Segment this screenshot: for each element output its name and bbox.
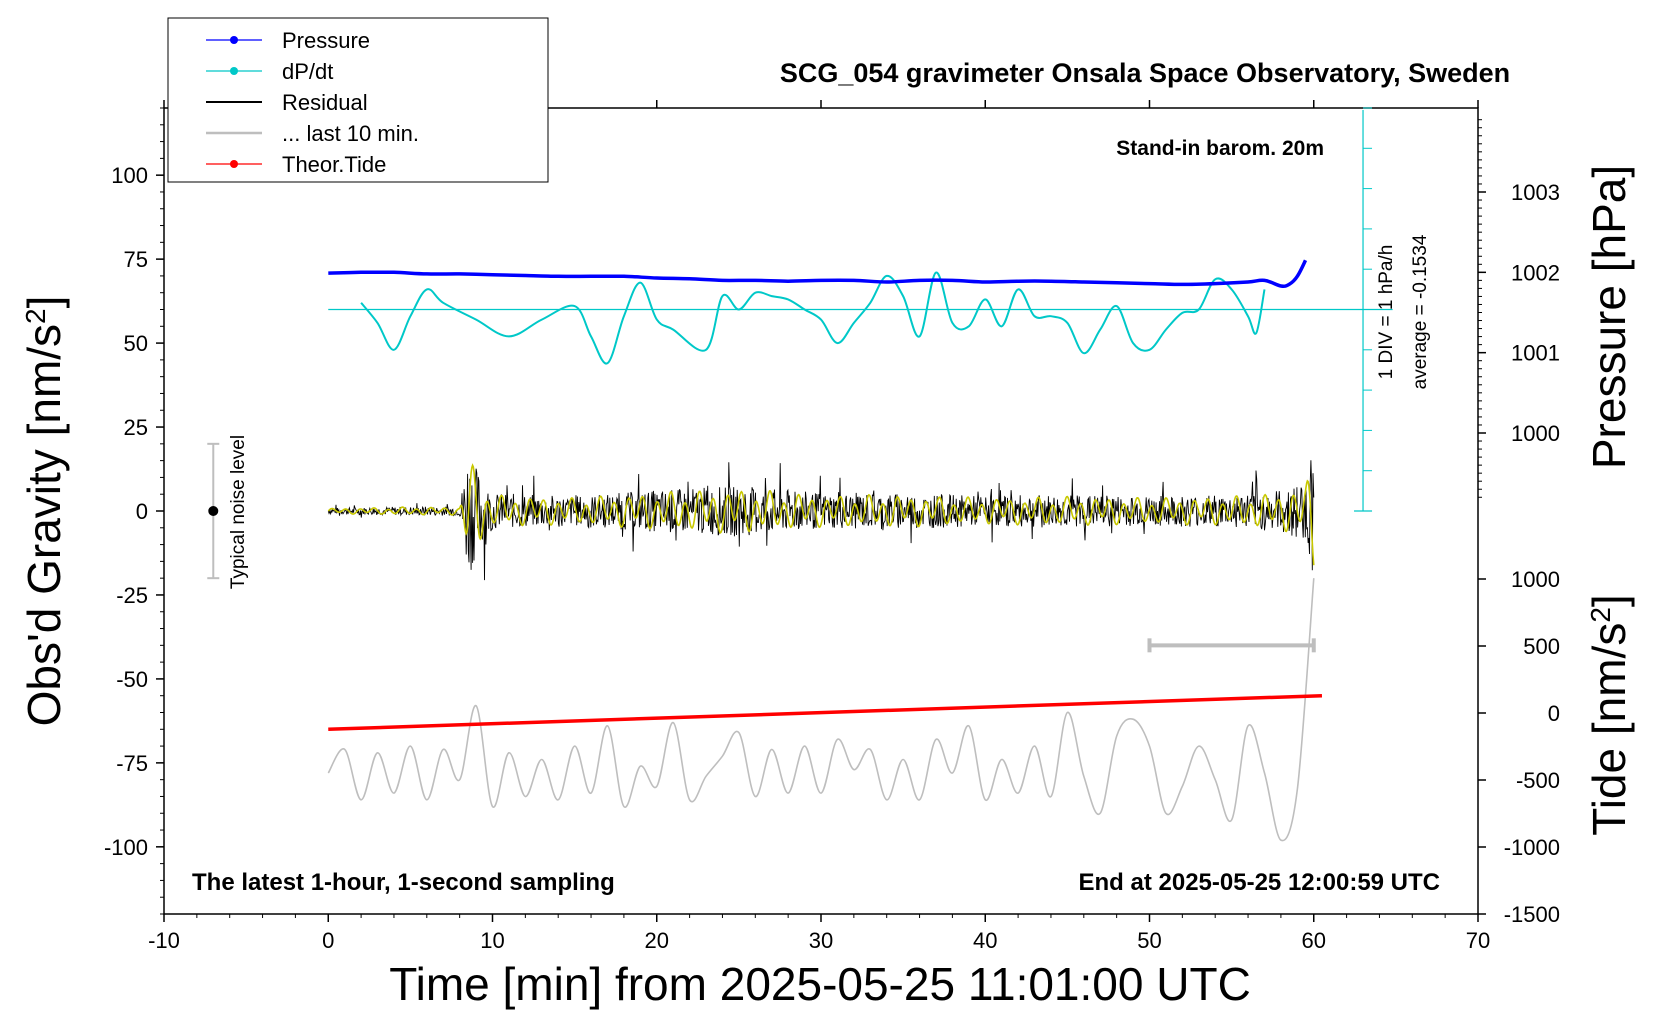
legend-marker xyxy=(230,36,238,44)
y-tick-label-left: -75 xyxy=(116,751,148,776)
y-tick-label-left: 25 xyxy=(124,415,148,440)
x-tick-label: 70 xyxy=(1466,928,1490,953)
y-tick-label-left: -100 xyxy=(104,835,148,860)
y-tick-label-tide: -1000 xyxy=(1504,835,1560,860)
y-tick-label-tide: 500 xyxy=(1523,634,1560,659)
y-tick-label-left: 0 xyxy=(136,499,148,524)
legend: Pressure dP/dt Residual ... last 10 min. The… xyxy=(167,17,549,183)
y-tick-label-pressure: 1001 xyxy=(1511,341,1560,366)
barometer-note: Stand-in barom. 20m xyxy=(1116,137,1324,160)
axis-ticks: -10 0 10 20 30 40 50 60 701007550250-25-50-75-10… xyxy=(104,100,1560,953)
series-layer xyxy=(207,107,1393,842)
y-tick-label-left: 50 xyxy=(124,331,148,356)
y-axis-label-tide-sup: 2 xyxy=(1585,607,1616,623)
x-tick-label: 20 xyxy=(645,928,669,953)
legend-marker xyxy=(230,67,238,75)
y-tick-label-pressure: 1003 xyxy=(1511,180,1560,205)
legend-label: ... last 10 min. xyxy=(282,121,419,146)
y-tick-label-pressure: 1000 xyxy=(1511,421,1560,446)
noise-level-label: Typical noise level xyxy=(228,435,249,589)
y-tick-label-left: 75 xyxy=(124,247,148,272)
x-tick-label: 60 xyxy=(1302,928,1326,953)
end-time-note: End at 2025-05-25 12:00:59 UTC xyxy=(1079,869,1441,896)
series-tide-line xyxy=(328,693,1323,732)
y-tick-label-tide: 0 xyxy=(1548,701,1560,726)
y-axis-label-pressure: Pressure [hPa] xyxy=(1583,165,1635,469)
legend-box xyxy=(167,17,549,183)
x-tick-label: 50 xyxy=(1137,928,1161,953)
noise-level-dot xyxy=(208,506,219,516)
y-axis-label-tide: Tide [nm/s2] xyxy=(1583,594,1635,835)
x-tick-label: 10 xyxy=(480,928,504,953)
legend-label: Pressure xyxy=(282,28,370,53)
legend-items: Pressure dP/dt Residual ... last 10 min. The… xyxy=(206,28,419,177)
y-axis-label-left-main: Obs'd Gravity [nm/s xyxy=(18,324,70,726)
y-axis-label-left-sup: 2 xyxy=(20,308,51,324)
x-tick-label: 0 xyxy=(322,928,334,953)
series-dpdt-line xyxy=(360,271,1266,365)
legend-label: Theor.Tide xyxy=(282,152,386,177)
y-axis-label-left-end: ] xyxy=(18,296,70,309)
x-tick-label: 30 xyxy=(809,928,833,953)
series-last10-line xyxy=(327,578,1315,842)
dpdt-div-label: 1 DIV = 1 hPa/h xyxy=(1376,245,1397,380)
series-residual-line xyxy=(327,460,1315,581)
y-axis-label-left: Obs'd Gravity [nm/s2] xyxy=(18,296,70,727)
dpdt-average-label: average = -0.1534 xyxy=(1410,234,1431,389)
y-tick-label-pressure: 1002 xyxy=(1511,260,1560,285)
y-tick-label-left: -25 xyxy=(116,583,148,608)
y-tick-label-tide: -500 xyxy=(1516,768,1560,793)
y-axis-label-tide-main: Tide [nm/s xyxy=(1583,623,1635,836)
y-tick-label-left: -50 xyxy=(116,667,148,692)
x-axis-label: Time [min] from 2025-05-25 11:01:00 UTC xyxy=(389,958,1251,1010)
y-axis-label-tide-end: ] xyxy=(1583,594,1635,607)
y-tick-label-left: 100 xyxy=(111,163,148,188)
x-tick-label: 40 xyxy=(973,928,997,953)
y-tick-label-tide: 1000 xyxy=(1511,567,1560,592)
legend-label: Residual xyxy=(282,90,368,115)
sampling-note: The latest 1-hour, 1-second sampling xyxy=(192,869,615,896)
series-residual-filtered-line xyxy=(327,463,1315,566)
series-pressure-line xyxy=(328,259,1308,289)
legend-label: dP/dt xyxy=(282,59,333,84)
y-tick-label-tide: -1500 xyxy=(1504,902,1560,927)
legend-marker xyxy=(230,160,238,168)
x-tick-label: -10 xyxy=(148,928,180,953)
chart-title: SCG_054 gravimeter Onsala Space Observat… xyxy=(780,58,1510,88)
